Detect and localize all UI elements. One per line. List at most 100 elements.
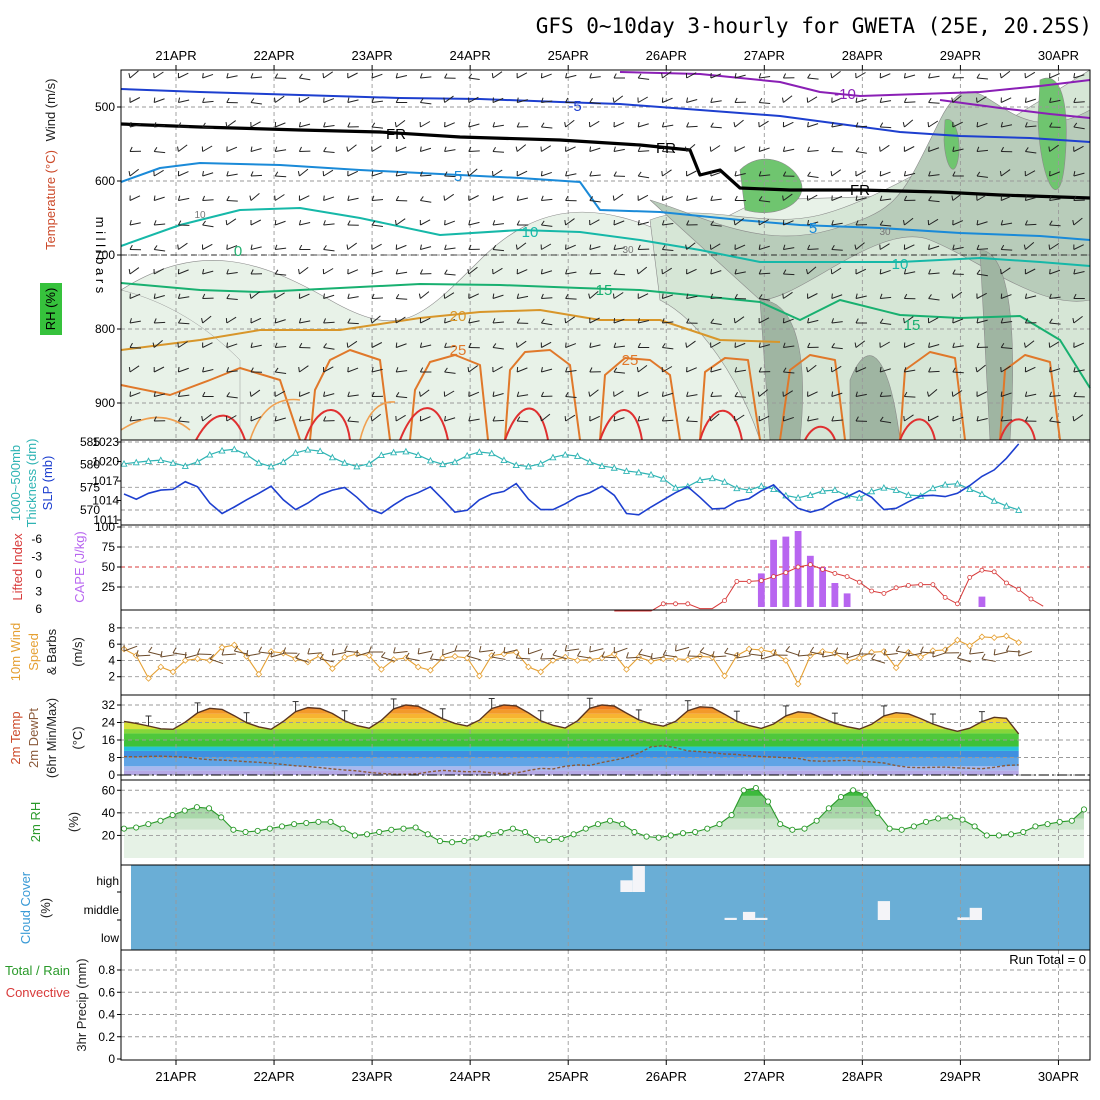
wind-barb [178,242,188,250]
wind-barb [589,389,599,397]
thickness-marker [390,448,398,456]
wind-barb-10m [957,657,972,663]
wind-barb-flag [855,416,859,422]
wind-barb [734,173,746,177]
wind-barb [710,243,721,250]
wind-barb [928,245,940,250]
wind-barb [1000,267,1011,275]
rh2m-marker [874,809,881,816]
lifted-index-marker [955,601,960,607]
wind-barb [517,367,528,373]
wind-barb [952,220,964,226]
wind-barb [589,245,601,250]
wind-barb [226,245,238,250]
wind-barb [154,125,166,128]
wind-speed-marker [892,664,900,672]
wind-barb [589,76,601,79]
thickness-marker [1015,506,1023,513]
wind-barb-flag [370,415,373,422]
temp-tick-label: 24 [102,716,116,730]
wind-barb [492,249,504,252]
thickness-marker [770,485,778,492]
wind-barb-flag [153,416,157,422]
wind-barb-flag [879,220,884,226]
wind-barb-flag [637,121,640,128]
wind-barb [613,247,625,250]
wind-barb-flag [468,73,473,79]
wind-barb-flag [637,342,641,348]
wind-barb-flag [153,195,156,201]
wind-barb [371,368,383,373]
wind-barb-flag [710,170,712,177]
wind-barb [807,96,818,103]
wind-barb-10m [969,651,984,655]
precip-tick-label: 0.4 [98,1008,115,1022]
wind-barb-flag [1049,416,1053,422]
wind-barb [1001,195,1012,201]
wind-barb [589,147,601,152]
wind-barb-flag [298,146,302,152]
wind-barb-flag [1049,318,1053,324]
wind-barb-10m-flag [197,648,201,655]
wind-barb-flag [129,342,133,348]
wind-barb [807,391,818,397]
warm-isotherm-line [599,409,643,441]
wind-barb [541,171,552,177]
wind-barb-flag [952,171,956,177]
wind-barb-flag [298,244,303,250]
wind-barb-10m-flag [748,648,753,655]
wind-barb-10m [712,655,727,658]
wind-barb [589,317,600,324]
wind-barb [904,74,916,79]
wind-barb [250,147,262,152]
wind-barb-flag [467,268,470,275]
wind-barb-flag [879,366,882,373]
wind-barb [444,193,454,201]
thickness-marker [892,486,900,493]
wind-barb [420,174,432,177]
wind-barb [275,220,286,226]
wind-barb [831,222,843,226]
thickness-marker [990,497,998,504]
wind-barb [274,194,285,201]
wind-barb-flag [274,146,278,152]
wind-barb [226,146,238,152]
wind-barb-10m-flag [405,652,410,659]
wind-barb [880,395,892,397]
thickness-marker [132,458,140,466]
wind-barb-flag [855,147,860,152]
lifted-index-marker [869,588,875,594]
wind-barb [347,197,359,201]
wind-barb [517,394,529,397]
wind-barb-flag [444,317,446,324]
wind-barb-flag [733,219,736,226]
wind-barb [662,97,673,103]
wind-barb [637,96,648,103]
wind-barb [226,200,238,202]
wind-speed-marker [721,672,728,680]
wind-speed-marker [328,665,336,672]
wind-barb-flag [129,220,132,226]
wind-barb-flag [565,269,568,275]
wind-barb-10m-flag [589,645,591,653]
wind-barb [202,100,214,103]
wind-barb [541,100,553,103]
wind-barb-flag [274,317,277,324]
wind-barb-flag [226,269,229,275]
isotherm-line [120,122,1091,200]
wind-speed-marker [917,653,925,661]
thickness-marker [966,485,974,492]
rh2m-marker [777,821,784,828]
wind-barb [250,193,260,201]
lifted-index-marker [844,574,850,579]
wind-barb [275,319,286,324]
wind-barb-flag [565,97,569,103]
wind-barb-flag [686,293,689,299]
isotherm-line [309,349,391,441]
wind-barb-flag [903,195,908,201]
bottom-date-label: 24APR [450,1069,491,1084]
wind-barb [154,321,166,324]
wind-barb [275,149,287,152]
cape-bar [770,539,777,607]
